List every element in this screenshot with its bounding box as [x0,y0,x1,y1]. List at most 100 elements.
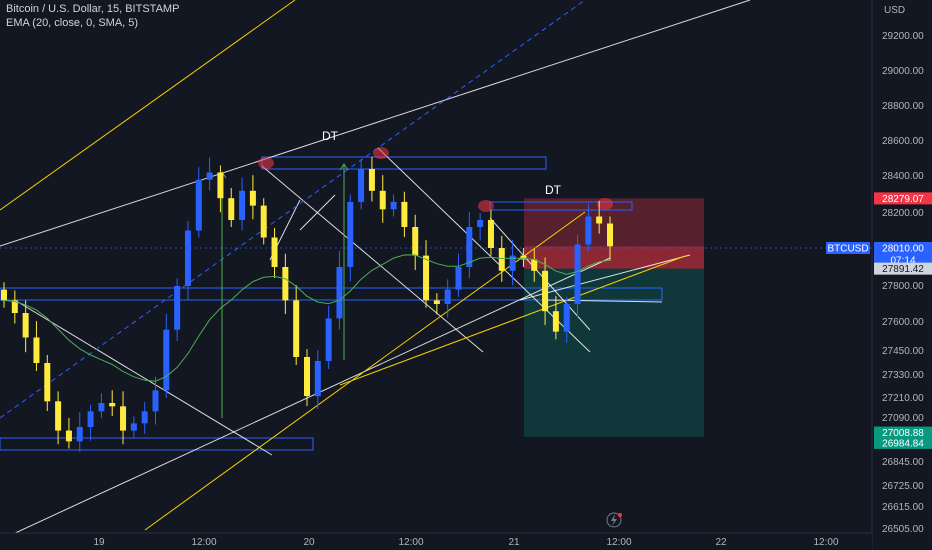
ema-line [3,254,611,382]
entry-price-tag: 27891.42 [882,264,924,275]
drawing-tools [0,0,872,541]
indicator-legend[interactable]: EMA (20, close, 0, SMA, 5) [6,17,139,29]
price-axis-bg [872,0,932,550]
candle-body-45 [487,220,494,248]
symbol-title[interactable]: Bitcoin / U.S. Dollar, 15, BITSTAMP [6,3,180,15]
time-tick-5: 12:00 [606,537,631,548]
time-tick-1: 12:00 [191,537,216,548]
candle-body-21 [228,198,235,220]
candle-body-55 [596,216,603,224]
trendline-1 [0,257,611,541]
top-marker-2 [478,200,494,212]
candle-body-7 [76,426,83,442]
ema-20-line [3,254,611,382]
trendline-7 [299,194,336,231]
annotations: DT DT [322,129,562,197]
time-axis: 19 12:00 20 12:00 21 12:00 22 12:00 [0,512,872,550]
symbol-tag: BTCUSD [827,244,868,255]
price-tick-10: 27330.00 [882,370,924,381]
candle-body-37 [401,201,408,227]
candle-body-49 [531,259,538,271]
stop-price-tag-bg [874,192,932,205]
candle-body-5 [55,401,62,431]
top-marker-3 [597,198,613,210]
price-tick-4: 28400.00 [882,171,924,182]
price-tick-8: 27600.00 [882,317,924,328]
time-tick-2: 20 [303,537,315,548]
time-tick-6: 22 [715,537,727,548]
dt-label-1: DT [545,183,562,197]
candle-body-31 [336,267,343,319]
candle-body-44 [477,220,484,227]
candle-body-46 [498,248,505,271]
candle-body-13 [141,411,148,424]
candle-body-34 [368,169,375,191]
price-tick-2: 28800.00 [882,101,924,112]
lightning-icon [611,514,617,526]
time-tick-0: 19 [93,537,105,548]
candle-body-23 [249,190,256,206]
price-tick-14: 26725.00 [882,481,924,492]
price-tick-0: 29200.00 [882,31,924,42]
candle-body-50 [542,270,549,312]
candle-body-8 [87,411,94,427]
candle-body-15 [163,329,170,391]
trendline-9 [544,299,663,303]
current-price-tag-bg [874,242,932,254]
target-price-tag-1: 27008.88 [882,428,924,439]
symbol-tag-bg [826,242,870,254]
candle-body-43 [466,227,473,267]
candle-body-11 [120,406,127,431]
trendline-2 [17,301,273,456]
price-tick-3: 28600.00 [882,136,924,147]
time-axis-bg [0,533,872,550]
yellow-line-1 [144,211,586,531]
candle-body-52 [563,304,570,332]
candles [1,156,613,452]
candle-body-28 [304,357,310,397]
range-box-2 [261,156,547,170]
candle-body-0 [1,289,7,301]
candle-body-2 [22,313,29,338]
range-box-0 [0,287,663,301]
trendline-3 [261,165,484,353]
dt-label-0: DT [322,129,339,143]
countdown-tag: 07:14 [890,256,915,267]
time-tick-4: 21 [508,537,520,548]
target-price-tag-2: 26984.84 [882,438,924,449]
current-price-tag: 28010.00 [882,244,924,255]
price-tick-16: 26505.00 [882,524,924,535]
trendline-0 [0,0,751,247]
price-tick-11: 27210.00 [882,393,924,404]
candle-body-48 [520,255,527,260]
candle-body-54 [585,216,592,245]
candle-body-1 [11,300,18,313]
time-tick-7: 12:00 [813,537,838,548]
candle-body-14 [152,390,159,412]
candle-body-20 [217,172,224,199]
target-price-tag-1-bg [874,426,932,439]
price-tick-1: 29000.00 [882,66,924,77]
top-marker-0 [258,157,274,169]
candle-body-42 [455,267,462,290]
range-box-1 [0,437,314,451]
candle-body-3 [33,337,40,363]
open-risk-zone [524,246,704,269]
price-tick-7: 27800.00 [882,281,924,292]
price-tick-5: 28200.00 [882,208,924,219]
candle-body-4 [44,363,51,402]
price-tick-15: 26615.00 [882,502,924,513]
dashed-channel-line [0,0,586,419]
candle-body-24 [260,205,267,238]
target-price-tag-2-bg [874,436,932,449]
candle-body-38 [412,227,419,256]
candle-body-39 [423,255,430,301]
trendline-8 [519,254,691,301]
candle-body-6 [65,430,72,442]
position-zones [524,198,704,437]
candle-body-30 [325,318,332,361]
time-tick-3: 12:00 [398,537,423,548]
